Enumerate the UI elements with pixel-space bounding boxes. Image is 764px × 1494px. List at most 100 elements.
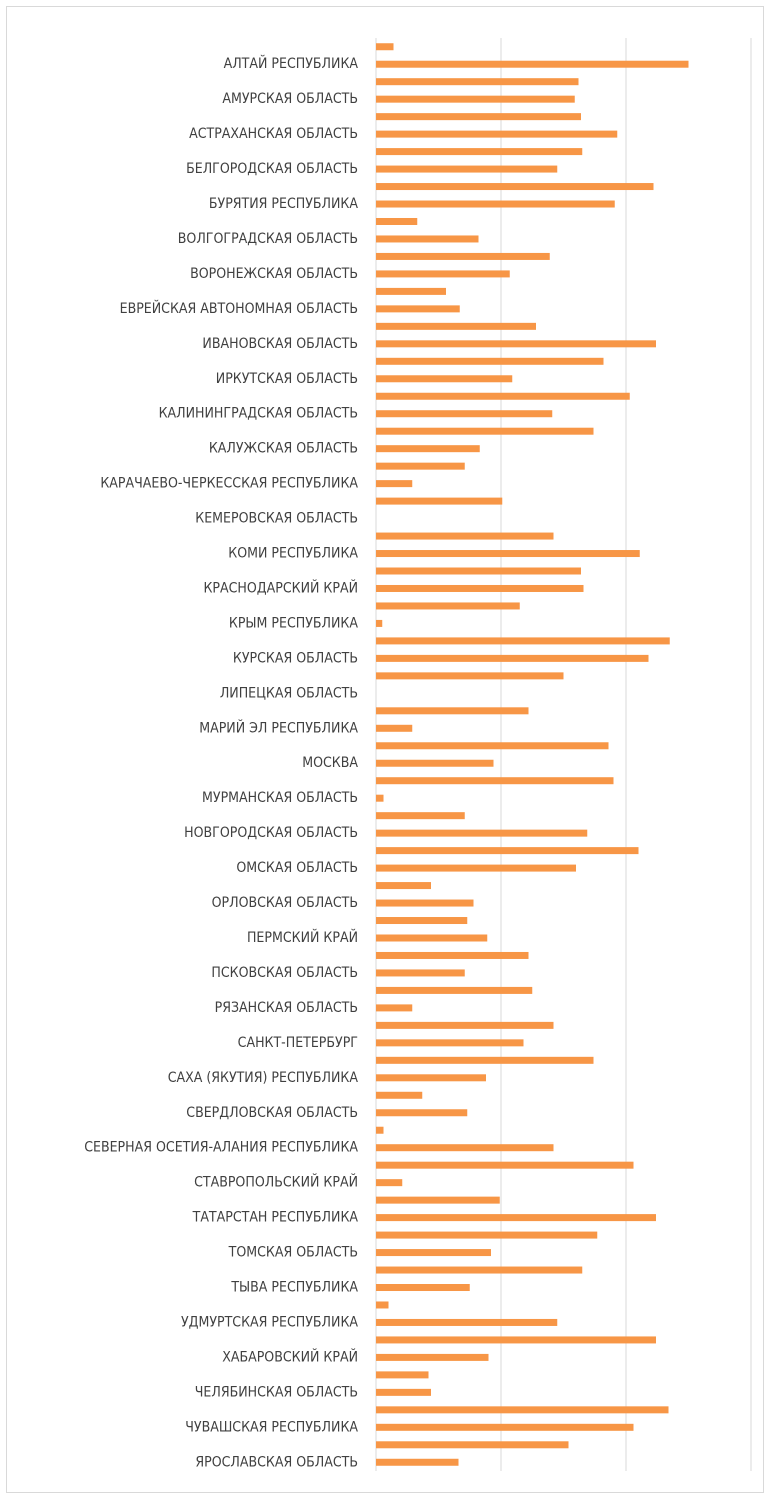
bar	[376, 812, 465, 820]
bar	[376, 1231, 598, 1239]
y-tick-label: ОРЛОВСКАЯ ОБЛАСТЬ	[212, 895, 358, 911]
bar	[376, 1074, 486, 1082]
y-tick-label: ЧЕЛЯБИНСКАЯ ОБЛАСТЬ	[195, 1384, 358, 1400]
y-tick-label: ХАБАРОВСКИЙ КРАЙ	[222, 1347, 358, 1365]
bar	[376, 1179, 403, 1187]
bar	[376, 305, 460, 313]
bar	[376, 777, 614, 785]
bar	[376, 619, 383, 627]
bar	[376, 1318, 558, 1326]
y-tick-label: КУРСКАЯ ОБЛАСТЬ	[233, 650, 358, 666]
y-tick-label: НОВГОРОДСКАЯ ОБЛАСТЬ	[184, 825, 358, 841]
bar	[376, 847, 639, 855]
bar	[376, 1441, 569, 1449]
bar	[376, 1039, 524, 1047]
y-tick-label: ВОРОНЕЖСКАЯ ОБЛАСТЬ	[190, 266, 358, 282]
y-tick-label: САНКТ-ПЕТЕРБУРГ	[238, 1035, 358, 1051]
bar	[376, 270, 510, 278]
bar	[376, 1353, 489, 1361]
bar	[376, 882, 431, 890]
bar	[376, 829, 588, 837]
bar	[376, 183, 654, 191]
bar	[376, 1388, 431, 1396]
y-tick-label: ОМСКАЯ ОБЛАСТЬ	[236, 860, 358, 876]
y-tick-label: КРАСНОДАРСКИЙ КРАЙ	[203, 578, 358, 596]
bar	[376, 1423, 634, 1431]
bar	[376, 654, 649, 662]
bar	[376, 480, 413, 488]
bar	[376, 497, 503, 505]
bar	[376, 1406, 669, 1414]
y-tick-label: ЕВРЕЙСКАЯ АВТОНОМНАЯ ОБЛАСТЬ	[120, 299, 358, 317]
y-tick-label: МУРМАНСКАЯ ОБЛАСТЬ	[202, 790, 358, 806]
bar	[376, 1284, 470, 1292]
y-tick-label: КЕМЕРОВСКАЯ ОБЛАСТЬ	[195, 511, 358, 527]
y-tick-label: ПЕРМСКИЙ КРАЙ	[247, 928, 358, 946]
bar	[376, 1109, 468, 1117]
bar	[376, 864, 576, 872]
y-tick-label: УДМУРТСКАЯ РЕСПУБЛИКА	[181, 1314, 358, 1330]
bar	[376, 43, 394, 51]
bar	[376, 1458, 459, 1466]
y-tick-label: МОСКВА	[302, 755, 358, 771]
bar	[376, 392, 630, 400]
bar	[376, 742, 609, 750]
bar	[376, 567, 581, 575]
bar	[376, 1336, 656, 1344]
y-tick-label: КАРАЧАЕВО-ЧЕРКЕССКАЯ РЕСПУБЛИКА	[100, 476, 358, 492]
y-tick-label: СТАВРОПОЛЬСКИЙ КРАЙ	[194, 1173, 358, 1191]
bar	[376, 1249, 491, 1257]
bar	[376, 1196, 500, 1204]
bar	[376, 969, 465, 977]
y-tick-label: АСТРАХАНСКАЯ ОБЛАСТЬ	[189, 126, 358, 142]
y-tick-label: БЕЛГОРОДСКАЯ ОБЛАСТЬ	[186, 161, 358, 177]
bar	[376, 759, 494, 767]
bar	[376, 934, 488, 942]
bar	[376, 235, 479, 243]
y-tick-label: ВОЛГОГРАДСКАЯ ОБЛАСТЬ	[178, 231, 358, 247]
bar	[376, 462, 465, 470]
bar	[376, 986, 533, 994]
bar	[376, 951, 529, 959]
y-tick-label: КОМИ РЕСПУБЛИКА	[228, 546, 358, 562]
bar	[376, 340, 656, 348]
bar	[376, 410, 553, 418]
y-tick-label: ТЫВА РЕСПУБЛИКА	[230, 1280, 358, 1296]
bar	[376, 602, 520, 610]
bar	[376, 287, 446, 295]
y-tick-label: ТОМСКАЯ ОБЛАСТЬ	[228, 1245, 358, 1261]
bar	[376, 322, 536, 330]
bar	[376, 1144, 554, 1152]
y-tick-label: КАЛУЖСКАЯ ОБЛАСТЬ	[209, 441, 358, 457]
y-tick-label: ЯРОСЛАВСКАЯ ОБЛАСТЬ	[195, 1454, 358, 1470]
y-tick-label: ЛИПЕЦКАЯ ОБЛАСТЬ	[220, 685, 358, 701]
bar	[376, 130, 618, 138]
y-tick-label: ТАТАРСТАН РЕСПУБЛИКА	[192, 1210, 359, 1226]
y-tick-label: САХА (ЯКУТИЯ) РЕСПУБЛИКА	[168, 1070, 359, 1086]
y-tick-label: ЧУВАШСКАЯ РЕСПУБЛИКА	[185, 1419, 358, 1435]
bar	[376, 1126, 384, 1134]
bar	[376, 1266, 583, 1274]
bar	[376, 672, 564, 680]
y-tick-label: АЛТАЙ РЕСПУБЛИКА	[224, 54, 359, 72]
bar	[376, 1371, 429, 1379]
bar	[376, 60, 689, 68]
bar	[376, 165, 558, 173]
y-tick-label: КРЫМ РЕСПУБЛИКА	[229, 615, 358, 631]
bar	[376, 794, 384, 802]
bar	[376, 1091, 423, 1099]
bar	[376, 1056, 594, 1064]
y-tick-label: АМУРСКАЯ ОБЛАСТЬ	[222, 91, 358, 107]
bar	[376, 95, 575, 103]
bar	[376, 148, 583, 156]
bar	[376, 78, 579, 86]
y-tick-label: МАРИЙ ЭЛ РЕСПУБЛИКА	[199, 718, 358, 736]
y-tick-label: СЕВЕРНАЯ ОСЕТИЯ-АЛАНИЯ РЕСПУБЛИКА	[84, 1140, 358, 1156]
bar	[376, 375, 513, 383]
bar	[376, 427, 594, 435]
y-tick-label: ИРКУТСКАЯ ОБЛАСТЬ	[216, 371, 358, 387]
bar	[376, 252, 550, 260]
bar	[376, 707, 529, 715]
